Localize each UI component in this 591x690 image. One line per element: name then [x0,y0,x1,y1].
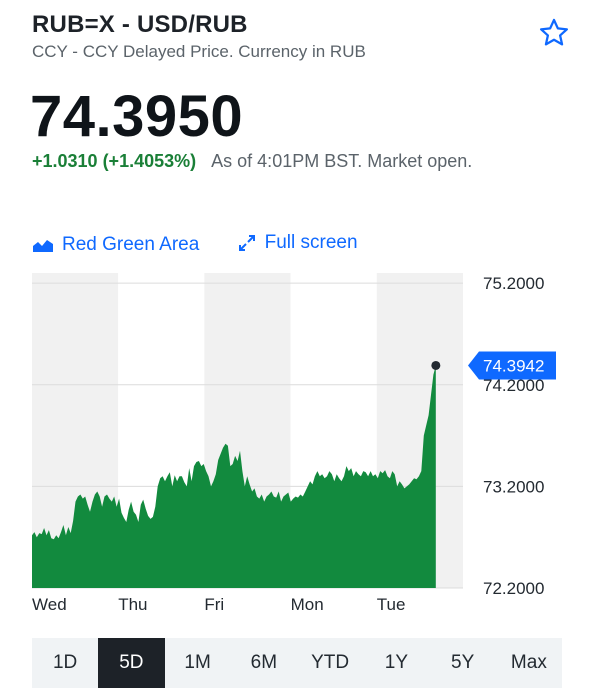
range-button-5d[interactable]: 5D [98,638,165,688]
chart-style-button[interactable]: Red Green Area [32,234,199,256]
fullscreen-label: Full screen [264,232,358,253]
fullscreen-button[interactable]: Full screen [237,232,358,254]
range-selector: 1D 5D 1M 6M YTD 1Y 5Y Max [32,638,562,688]
price-area [32,365,436,588]
range-button-ytd[interactable]: YTD [311,652,350,673]
last-price-dot [431,360,441,370]
price-chart[interactable]: 75.2000 74.2000 73.2000 72.2000 74.3942 Wed Th… [0,270,591,630]
page-title: RUB=X - USD/RUB [32,11,248,38]
range-button-max[interactable]: Max [510,652,547,673]
range-button-5y[interactable]: 5Y [451,652,475,673]
range-button-6m[interactable]: 6M [250,652,278,673]
current-value-tag [468,351,556,380]
area-chart-icon [33,240,53,252]
quote-header: RUB=X - USD/RUB CCY - CCY Delayed Price.… [32,10,571,63]
y-tick-label: 72.2000 [483,579,544,598]
chart-style-label: Red Green Area [62,234,200,255]
y-tick-label: 74.2000 [483,376,544,395]
chart-controls: Red Green Area Full screen [32,232,358,259]
x-tick-label: Mon [291,595,324,614]
y-tick-label: 75.2000 [483,274,544,293]
price-chart-svg: 75.2000 74.2000 73.2000 72.2000 74.3942 Wed Th… [32,273,556,614]
star-icon[interactable] [537,16,571,50]
range-button-1y[interactable]: 1Y [384,652,408,673]
current-price: 74.3950 [30,84,244,149]
expand-icon [238,235,255,251]
price-change-row: +1.0310 (+1.4053%) As of 4:01PM BST. Mar… [32,149,472,173]
x-tick-label: Fri [204,595,224,614]
x-tick-label: Tue [377,595,406,614]
x-tick-label: Wed [32,595,67,614]
y-tick-label: 73.2000 [483,477,544,496]
quote-subtitle: CCY - CCY Delayed Price. Currency in RUB [32,42,366,61]
x-tick-label: Thu [118,595,147,614]
range-button-1d[interactable]: 1D [52,652,78,673]
quote-timestamp: As of 4:01PM BST. Market open. [211,151,473,171]
range-button-1m[interactable]: 1M [184,652,211,673]
price-change: +1.0310 (+1.4053%) [32,151,197,171]
current-value-label: 74.3942 [483,356,544,375]
